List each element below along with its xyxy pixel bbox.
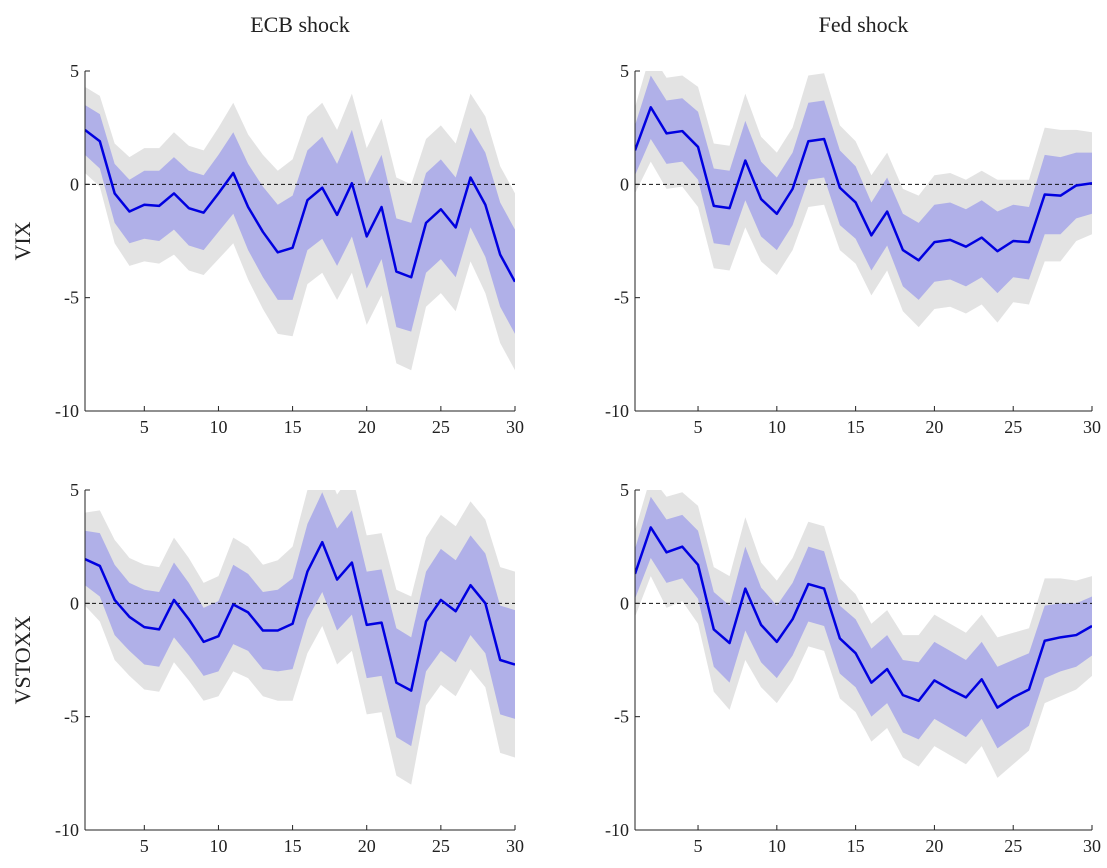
- confidence-band: [85, 492, 515, 747]
- x-tick-label: 10: [209, 417, 227, 437]
- row-label: VIX: [10, 221, 35, 260]
- y-tick-label: 0: [70, 593, 79, 613]
- y-tick-label: 5: [70, 480, 79, 500]
- x-tick-label: 5: [140, 417, 149, 437]
- plot-area: [635, 71, 1092, 328]
- x-tick-label: 30: [506, 836, 524, 856]
- column-title: Fed shock: [819, 12, 909, 37]
- panel: -10 -5 0 5 5 10 15 20 25 30 ECB shock VIX: [10, 12, 524, 437]
- x-tick-label: 15: [284, 417, 302, 437]
- panel: -10 -5 0 5 5 10 15 20 25 30: [605, 480, 1101, 856]
- column-title: ECB shock: [250, 12, 350, 37]
- y-tick-label: -5: [64, 707, 79, 727]
- confidence-band: [635, 75, 1092, 300]
- y-tick-label: 5: [620, 61, 629, 81]
- y-tick-label: -10: [55, 820, 79, 840]
- x-tick-label: 15: [284, 836, 302, 856]
- x-tick-label: 30: [1083, 417, 1101, 437]
- x-tick-label: 25: [432, 417, 450, 437]
- x-tick-label: 20: [358, 836, 376, 856]
- response-line: [85, 540, 515, 692]
- y-tick-label: -10: [55, 401, 79, 421]
- y-tick-label: -10: [605, 401, 629, 421]
- response-line: [85, 128, 515, 283]
- x-tick-label: 15: [847, 417, 865, 437]
- x-tick-label: 25: [1004, 836, 1022, 856]
- panel: -10 -5 0 5 5 10 15 20 25 30 VSTOXX: [10, 480, 524, 856]
- x-tick-label: 15: [847, 836, 865, 856]
- y-tick-label: 0: [620, 593, 629, 613]
- panel: -10 -5 0 5 5 10 15 20 25 30 Fed shock: [605, 12, 1101, 437]
- x-tick-label: 20: [925, 836, 943, 856]
- plot-area: [85, 86, 515, 371]
- response-line: [635, 106, 1092, 262]
- x-tick-label: 10: [768, 417, 786, 437]
- y-tick-label: -5: [64, 288, 79, 308]
- y-tick-label: -5: [614, 288, 629, 308]
- x-tick-label: 30: [1083, 836, 1101, 856]
- row-label: VSTOXX: [10, 615, 35, 704]
- y-tick-label: 5: [70, 61, 79, 81]
- y-tick-label: 5: [620, 480, 629, 500]
- y-tick-label: 0: [620, 174, 629, 194]
- x-tick-label: 20: [358, 417, 376, 437]
- x-tick-label: 25: [1004, 417, 1022, 437]
- plot-area: [635, 490, 1092, 778]
- x-tick-label: 10: [768, 836, 786, 856]
- y-tick-label: 0: [70, 174, 79, 194]
- plot-area: [85, 490, 515, 785]
- x-tick-label: 5: [140, 836, 149, 856]
- response-line: [635, 526, 1092, 709]
- x-tick-label: 5: [694, 836, 703, 856]
- x-tick-label: 20: [925, 417, 943, 437]
- x-tick-label: 10: [209, 836, 227, 856]
- confidence-band: [635, 490, 1092, 778]
- y-tick-label: -5: [614, 707, 629, 727]
- y-tick-label: -10: [605, 820, 629, 840]
- x-tick-label: 5: [694, 417, 703, 437]
- x-tick-label: 25: [432, 836, 450, 856]
- x-tick-label: 30: [506, 417, 524, 437]
